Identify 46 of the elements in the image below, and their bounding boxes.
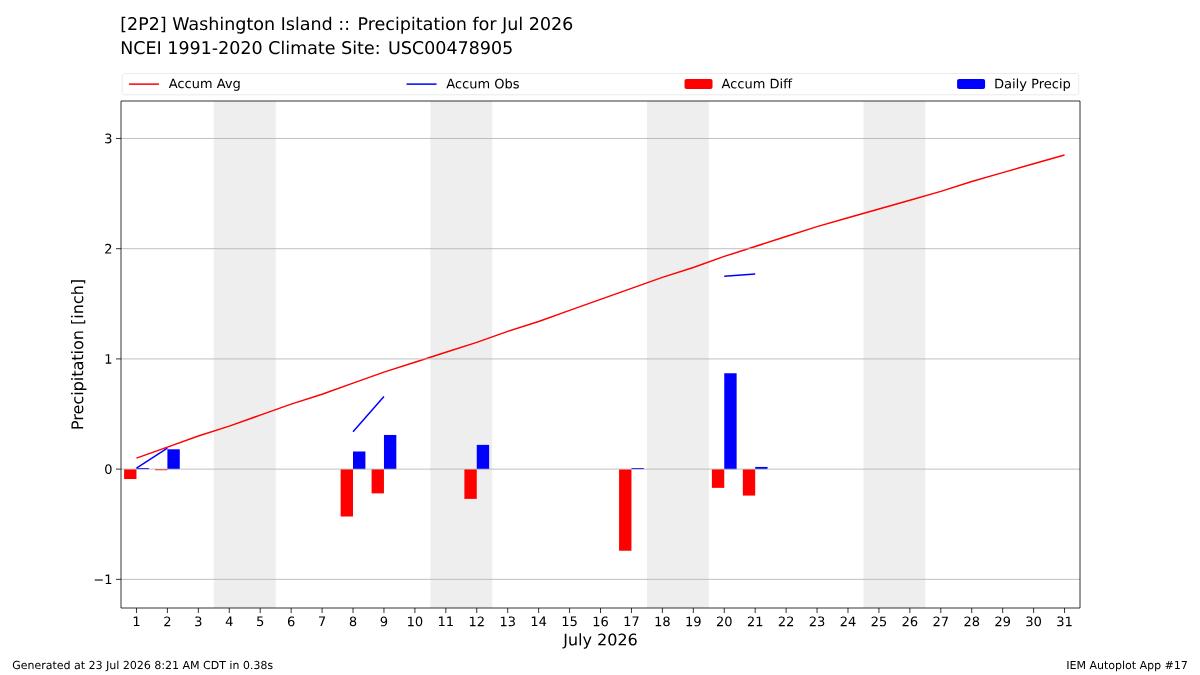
legend-label: Daily Precip — [995, 78, 1071, 92]
x-tick-label: 12 — [469, 616, 484, 627]
x-tick-label: 14 — [531, 616, 547, 626]
y-tick-label: 1 — [105, 354, 112, 364]
x-tick-label: 25 — [871, 616, 887, 627]
x-tick-label: 27 — [933, 616, 948, 627]
x-tick-label: 1 — [133, 616, 140, 626]
x-tick-label: 8 — [349, 616, 357, 627]
chart-subtitle: NCEI 1991-2020 Climate Site: USC00478905 — [121, 40, 512, 55]
y-tick-label: 2 — [105, 243, 112, 254]
x-tick-label: 23 — [809, 616, 825, 627]
x-tick-label: 2 — [164, 616, 171, 627]
x-tick-label: 11 — [438, 616, 453, 626]
y-tick-label: 3 — [105, 133, 112, 144]
x-tick-label: 16 — [593, 616, 608, 627]
x-tick-label: 28 — [964, 616, 980, 627]
x-tick-label: 19 — [686, 616, 701, 627]
x-axis-title: July 2026 — [562, 633, 637, 649]
x-tick-label: 3 — [195, 616, 202, 627]
x-tick-label: 7 — [319, 616, 326, 626]
x-tick-label: 13 — [500, 616, 515, 627]
legend-label: Accum Diff — [721, 78, 793, 89]
chart-title: [2P2] Washington Island :: Precipitation for Jul 2026 — [121, 16, 573, 34]
y-tick-label: −1 — [94, 574, 112, 585]
legend-label: Accum Obs — [446, 78, 519, 89]
x-tick-label: 26 — [902, 616, 918, 627]
x-tick-label: 17 — [624, 616, 639, 626]
x-tick-label: 31 — [1057, 616, 1072, 627]
legend-label: Accum Avg — [168, 78, 240, 91]
x-tick-label: 30 — [1026, 616, 1042, 627]
x-tick-label: 24 — [840, 616, 856, 627]
x-tick-label: 20 — [716, 616, 732, 627]
y-tick-label: 0 — [105, 464, 112, 475]
text: Generated at 23 Jul 2026 8:21 AM CDT in 0.38s — [12, 660, 273, 672]
x-tick-label: 18 — [655, 616, 670, 627]
text: IEM Autoplot App #17 — [1067, 660, 1187, 672]
x-tick-label: 4 — [225, 616, 233, 626]
x-tick-label: 5 — [257, 616, 264, 627]
x-tick-label: 15 — [562, 616, 577, 627]
x-tick-label: 29 — [995, 616, 1011, 627]
x-tick-label: 21 — [747, 616, 763, 627]
y-axis-title: Precipitation [inch] — [70, 280, 87, 429]
x-tick-label: 9 — [380, 616, 388, 627]
x-tick-label: 6 — [287, 616, 295, 627]
x-tick-label: 10 — [408, 616, 423, 627]
x-tick-label: 22 — [778, 616, 794, 627]
